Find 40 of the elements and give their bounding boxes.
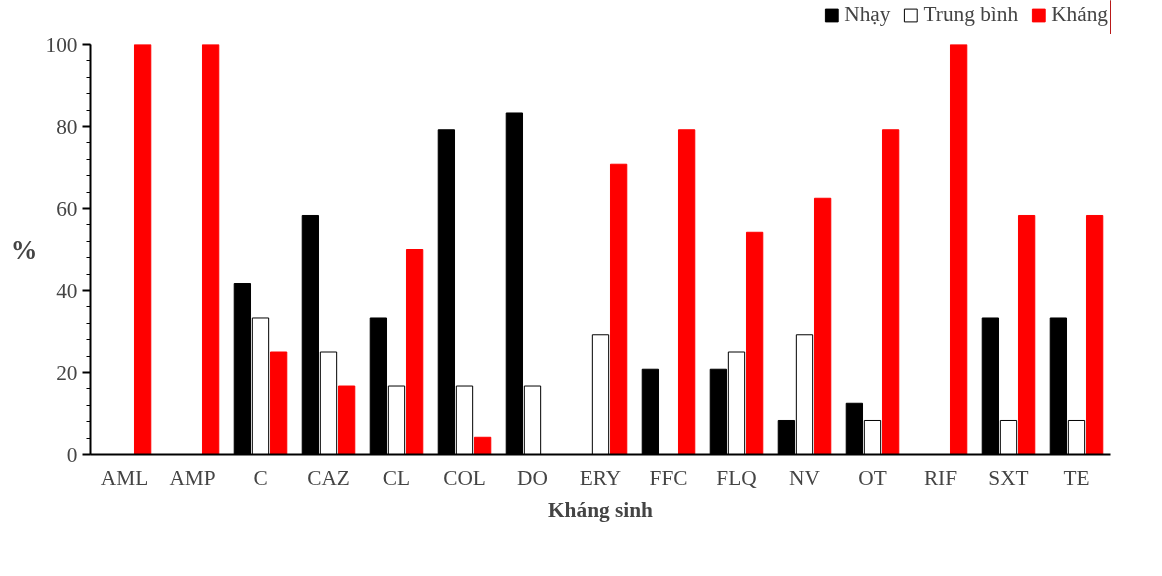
- x-tick-label: TE: [1063, 465, 1090, 490]
- y-tick-label: 40: [56, 278, 78, 303]
- bar: [473, 436, 492, 455]
- legend-label: Nhạy: [844, 2, 891, 27]
- bar: [881, 129, 900, 455]
- x-tick-label: OT: [858, 465, 887, 490]
- bar: [1085, 214, 1104, 455]
- bar: [133, 44, 152, 455]
- bar: [405, 249, 424, 455]
- bar: [201, 44, 220, 455]
- bar: [269, 351, 288, 455]
- y-axis-title: %: [10, 234, 38, 265]
- x-tick-label: AMP: [169, 465, 216, 490]
- x-tick-label: RIF: [923, 465, 958, 490]
- bar: [949, 44, 968, 455]
- bar: [1017, 214, 1036, 455]
- x-tick-label: CL: [382, 465, 411, 490]
- legend-label: Kháng: [1051, 2, 1108, 27]
- x-tick-label: C: [253, 465, 268, 490]
- x-tick-label: SXT: [988, 465, 1029, 490]
- x-tick-label: NV: [789, 465, 821, 490]
- x-tick-label: ERY: [579, 465, 622, 490]
- bar: [337, 385, 356, 455]
- y-tick-label: 60: [56, 196, 78, 221]
- bar: [609, 163, 628, 455]
- x-tick-label: DO: [517, 465, 548, 490]
- x-tick-label: FLQ: [716, 465, 758, 490]
- x-axis-title: Kháng sinh: [548, 497, 654, 522]
- y-tick-label: 80: [56, 114, 78, 139]
- legend-label: Trung bình: [923, 2, 1019, 27]
- x-tick-label: AML: [100, 465, 149, 490]
- y-tick-label: 20: [56, 360, 78, 385]
- x-tick-label: CAZ: [307, 465, 350, 490]
- bar: [813, 197, 832, 455]
- y-tick-label: 100: [45, 32, 78, 57]
- x-tick-label: COL: [443, 465, 486, 490]
- y-tick-label: 0: [66, 442, 78, 467]
- bar: [677, 129, 696, 455]
- x-tick-label: FFC: [649, 465, 688, 490]
- bar: [745, 231, 764, 455]
